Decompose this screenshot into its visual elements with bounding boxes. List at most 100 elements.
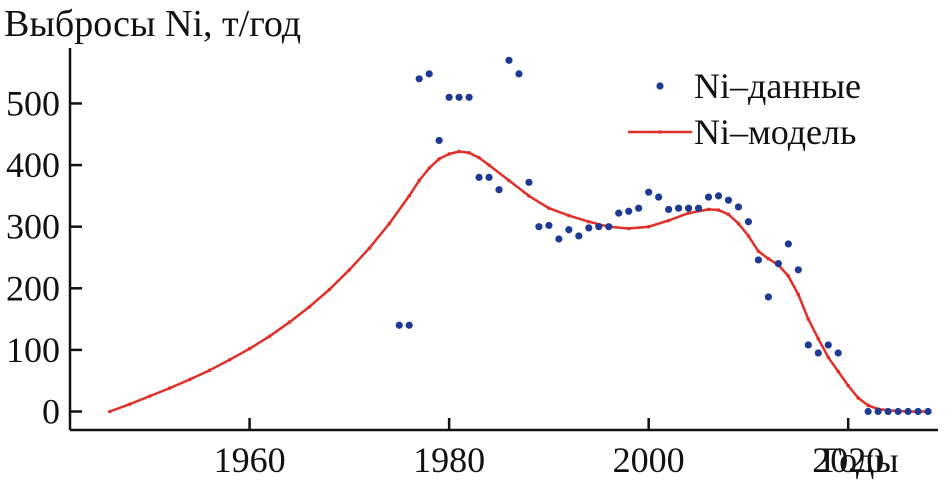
- data-point: [744, 218, 753, 226]
- data-point: [724, 196, 733, 204]
- data-point: [625, 207, 633, 215]
- data-point: [694, 204, 703, 212]
- data-point: [425, 70, 433, 78]
- model-point: [626, 226, 631, 231]
- model-point: [796, 292, 801, 297]
- model-point: [487, 163, 491, 167]
- model-point: [347, 268, 352, 272]
- data-point: [445, 93, 453, 101]
- data-point: [555, 235, 563, 243]
- model-point: [587, 219, 591, 224]
- data-point: [585, 224, 593, 232]
- model-point: [167, 386, 172, 390]
- data-point: [914, 407, 922, 416]
- model-point: [866, 403, 870, 408]
- x-tick-label: 1980: [413, 440, 485, 480]
- data-point: [655, 193, 663, 201]
- x-tick-label: 2000: [613, 440, 685, 480]
- model-point: [467, 150, 471, 155]
- model-point: [187, 377, 192, 382]
- model-point: [287, 320, 292, 324]
- model-point: [736, 221, 741, 226]
- model-point: [407, 194, 412, 198]
- model-point: [447, 152, 451, 156]
- model-line: [109, 150, 928, 413]
- y-tick-label: 400: [6, 145, 60, 185]
- data-point: [485, 173, 493, 181]
- data-point: [864, 407, 872, 416]
- model-point: [846, 383, 851, 388]
- data-point: [674, 204, 683, 212]
- y-axis-title: Выбросы Ni, т/год: [4, 3, 301, 45]
- x-tick-label: 1960: [214, 440, 286, 480]
- data-point: [475, 173, 483, 181]
- model-point: [527, 194, 531, 198]
- data-point: [704, 193, 713, 201]
- data-point: [545, 221, 553, 230]
- data-point: [904, 407, 912, 416]
- data-point: [575, 232, 583, 240]
- data-point: [615, 209, 623, 217]
- model-point: [128, 402, 132, 406]
- legend-data-label: Ni–данные: [694, 66, 861, 106]
- data-point: [495, 186, 503, 194]
- model-point: [567, 213, 571, 218]
- data-point: [714, 192, 723, 200]
- data-point: [754, 256, 763, 264]
- model-point: [427, 166, 431, 170]
- data-point: [635, 204, 643, 212]
- model-point: [836, 369, 841, 374]
- model-point: [477, 155, 481, 160]
- y-tick-label: 300: [6, 207, 60, 247]
- model-point: [756, 249, 761, 254]
- model-point: [417, 178, 421, 183]
- model-point: [267, 334, 272, 339]
- model-point: [746, 234, 751, 238]
- model-point: [247, 346, 252, 351]
- data-point: [455, 93, 463, 101]
- data-point: [605, 223, 613, 231]
- data-point: [874, 407, 882, 416]
- data-point: [894, 407, 902, 416]
- model-point: [367, 246, 372, 251]
- data-series: [395, 56, 932, 416]
- model-point: [666, 218, 671, 223]
- data-point: [535, 223, 543, 231]
- model-point: [826, 355, 831, 360]
- data-point: [764, 293, 772, 301]
- data-point: [804, 341, 812, 349]
- model-point: [207, 368, 212, 373]
- model-point: [716, 208, 721, 212]
- data-point: [684, 204, 693, 212]
- data-point: [565, 226, 573, 234]
- data-point: [734, 203, 743, 211]
- legend: Ni–данные Ni–модель: [628, 66, 861, 152]
- model-point: [307, 304, 312, 309]
- y-tick-label: 100: [6, 330, 60, 370]
- y-tick-label: 200: [6, 268, 60, 308]
- data-point: [505, 56, 513, 64]
- model-point: [706, 207, 711, 212]
- data-point: [794, 266, 802, 274]
- model-point: [108, 409, 112, 414]
- y-tick-label: 500: [6, 83, 60, 123]
- model-point: [327, 287, 332, 292]
- model-point: [646, 224, 651, 229]
- data-point: [415, 75, 423, 83]
- data-point: [665, 205, 673, 214]
- model-point: [806, 317, 811, 321]
- model-point: [766, 256, 771, 261]
- y-tick-label: 0: [42, 392, 60, 432]
- model-point: [686, 211, 691, 215]
- legend-data-marker: [656, 82, 664, 90]
- data-point: [435, 136, 443, 145]
- x-axis-title: Годы: [821, 440, 898, 480]
- model-point: [227, 357, 232, 362]
- data-point: [924, 407, 932, 416]
- model-point: [786, 274, 791, 278]
- data-point: [395, 321, 403, 329]
- model-point: [387, 221, 392, 226]
- legend-model-label: Ni–модель: [694, 112, 856, 152]
- model-point: [816, 337, 821, 341]
- model-point: [856, 396, 860, 400]
